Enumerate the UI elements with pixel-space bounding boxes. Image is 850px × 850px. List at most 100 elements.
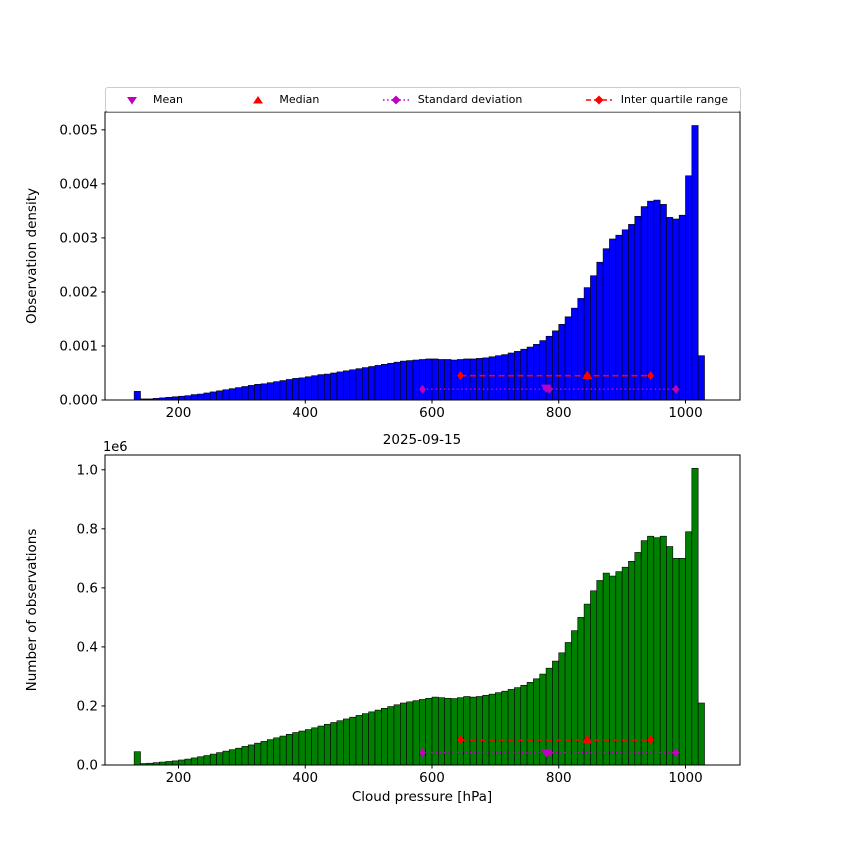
histogram-bar	[621, 229, 629, 401]
mean-marker-icon	[127, 96, 137, 104]
histogram-bar	[336, 371, 344, 401]
histogram-bar	[298, 377, 306, 401]
histogram-bar	[292, 378, 300, 401]
histogram-bar	[647, 200, 655, 401]
histogram-bar	[323, 723, 331, 766]
histogram-bar	[279, 380, 287, 401]
histogram-bar	[444, 697, 452, 766]
histogram-bar	[254, 742, 262, 766]
histogram-bar	[412, 700, 420, 766]
histogram-bar	[330, 372, 338, 401]
x-tick-label: 1000	[668, 405, 702, 421]
diamond-marker	[583, 371, 591, 381]
histogram-bar	[222, 750, 230, 766]
histogram-bar	[640, 206, 648, 401]
histogram-bar	[596, 580, 604, 766]
y-tick-label: 0.001	[59, 338, 98, 354]
histogram-bar	[666, 546, 674, 766]
histogram-bar	[368, 366, 376, 401]
iqr-marker-icon	[585, 95, 612, 104]
bottom-chart: 200 400 600 800 1000 0.0 0.2 0.4 0.6 0.8 1.0	[77, 454, 741, 786]
histogram-bar	[222, 389, 230, 401]
histogram-bar	[260, 383, 268, 401]
x-tick-label: 600	[419, 770, 445, 786]
histogram-bar	[583, 287, 591, 401]
histogram-bar	[406, 360, 414, 401]
histogram-bar	[615, 571, 623, 766]
histogram-bar	[247, 744, 255, 766]
histogram-bar	[640, 540, 648, 766]
histogram-bar	[666, 217, 674, 401]
histogram-bar	[495, 692, 503, 766]
histogram-bar	[488, 356, 496, 401]
histogram-bar	[184, 758, 192, 766]
histogram-bar	[260, 741, 268, 766]
histogram-bar	[178, 395, 186, 401]
histogram-bar	[190, 757, 198, 766]
histogram-bar	[463, 358, 471, 401]
histogram-bar	[165, 761, 173, 766]
histogram-bar	[469, 358, 477, 401]
histogram-bar	[697, 702, 705, 766]
histogram-bar	[488, 693, 496, 766]
histogram-bar	[133, 391, 141, 401]
histogram-bar	[602, 572, 610, 766]
histogram-bar	[241, 746, 249, 766]
y-tick-label: 0.6	[77, 580, 98, 596]
histogram-bar	[361, 367, 369, 401]
histogram-bar	[697, 355, 705, 401]
histogram-bar	[400, 702, 407, 766]
histogram-bar	[678, 558, 686, 766]
histogram-bar	[691, 125, 699, 401]
histogram-bar	[190, 394, 198, 401]
histogram-bar	[361, 713, 369, 766]
top-y-axis-label: Observation density	[24, 188, 40, 324]
histogram-bar	[374, 365, 382, 401]
histogram-bar	[342, 718, 350, 766]
y-axis-offset-label: 1e6	[103, 440, 128, 455]
y-tick-label: 1.0	[77, 462, 98, 478]
histogram-bar	[381, 708, 388, 766]
y-tick-label: 0.8	[77, 521, 98, 537]
legend-item-std: Standard deviation	[381, 93, 522, 107]
diamond-marker	[419, 748, 426, 758]
histogram-bar	[368, 711, 376, 766]
histogram-bar	[463, 696, 471, 766]
histogram-bar	[476, 358, 484, 401]
diamond-marker	[419, 384, 426, 394]
mean-triangle-marker	[541, 384, 552, 394]
histogram-bar	[672, 218, 680, 401]
histogram-bar	[659, 204, 667, 401]
histogram-bar	[507, 689, 515, 766]
histogram-bar	[634, 215, 642, 401]
histogram-bar	[235, 387, 243, 401]
histogram-bar	[273, 381, 281, 401]
histogram-bar	[133, 751, 141, 766]
histogram-bar	[577, 298, 585, 401]
legend-label-median: Median	[279, 93, 320, 106]
histogram-bar	[571, 307, 579, 401]
histogram-bar	[419, 359, 426, 401]
axes-frame	[104, 111, 741, 401]
histogram-bar	[216, 390, 224, 401]
histogram-bar	[228, 388, 236, 401]
histogram-bar	[501, 354, 509, 401]
histogram-bar	[469, 696, 477, 766]
histogram-bar	[209, 391, 217, 401]
histogram-bar	[552, 330, 560, 401]
histogram-bar	[266, 739, 274, 766]
legend-label-mean: Mean	[153, 93, 183, 106]
histogram-bar	[317, 725, 325, 766]
histogram-bar	[304, 376, 312, 401]
x-tick-label: 200	[166, 405, 192, 421]
histogram-bar	[533, 344, 541, 401]
histogram-bar	[216, 752, 224, 766]
histogram-bar	[387, 362, 395, 401]
diamond-marker	[647, 735, 655, 745]
histogram-bar	[178, 759, 186, 766]
y-tick-label: 0.003	[59, 230, 98, 246]
histogram-bar	[558, 652, 566, 766]
histogram-bar	[266, 382, 274, 401]
histogram-bar	[501, 690, 509, 766]
x-tick-label: 400	[292, 405, 318, 421]
